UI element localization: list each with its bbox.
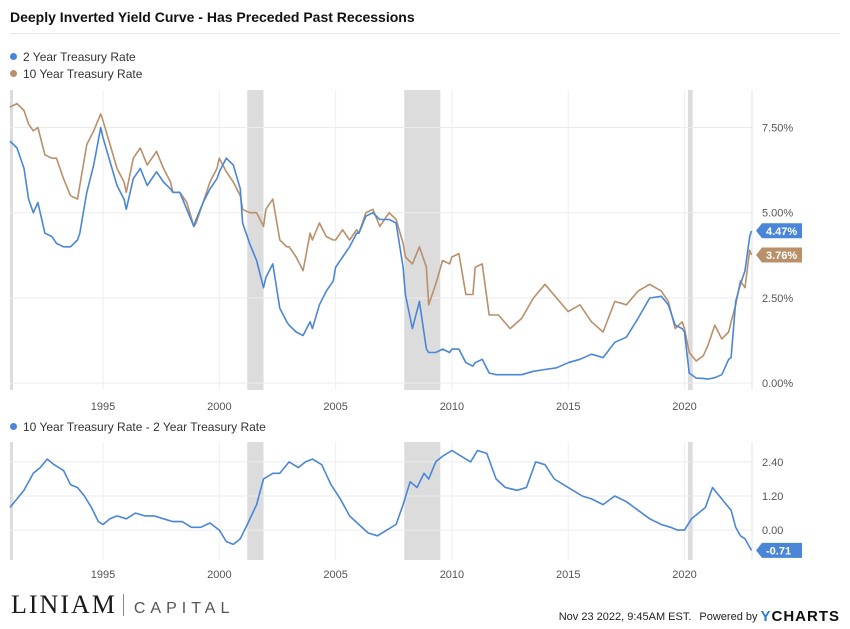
- bottom-xtick-label-2: 2005: [323, 569, 347, 581]
- bottom-xtick-label-5: 2020: [672, 569, 696, 581]
- legend-item-10yr[interactable]: 10 Year Treasury Rate: [10, 65, 142, 82]
- ycharts-logo[interactable]: YCHARTS: [760, 608, 840, 625]
- legend-item-spread[interactable]: 10 Year Treasury Rate - 2 Year Treasury …: [10, 418, 266, 435]
- logo-sub: CAPITAL: [133, 600, 235, 617]
- legend-dot-spread: [10, 423, 17, 430]
- chart-title: Deeply Inverted Yield Curve - Has Preced…: [10, 9, 415, 25]
- legend-top: 2 Year Treasury Rate 10 Year Treasury Ra…: [10, 48, 142, 82]
- bottom-plot-area: [10, 442, 752, 560]
- top-plot-area: [10, 90, 752, 390]
- footer-powered-by: Powered by: [699, 610, 758, 623]
- bottom-xtick-label-3: 2010: [440, 569, 464, 581]
- top-last-value-badge-0: [756, 223, 802, 239]
- top-xtick-label-5: 2020: [672, 401, 696, 413]
- bottom-recession-band-2: [688, 442, 693, 560]
- bottom-recession-band-0: [247, 442, 264, 560]
- title-divider: [10, 33, 840, 34]
- legend-dot-10yr: [10, 70, 17, 77]
- top-ytick-label-0: 0.00%: [762, 378, 793, 390]
- bottom-ytick-label-1: 1.20: [762, 491, 783, 503]
- ycharts-logo-text: CHARTS: [771, 608, 840, 625]
- legend-label-2yr: 2 Year Treasury Rate: [23, 49, 136, 64]
- legend-item-2yr[interactable]: 2 Year Treasury Rate: [10, 48, 142, 65]
- top-ytick-label-2: 5.00%: [762, 208, 793, 220]
- bottom-recession-band-1: [404, 442, 441, 560]
- bottom-ytick-label-0: 0.00: [762, 525, 783, 537]
- bottom-xtick-label-4: 2015: [556, 569, 580, 581]
- bottom-left-edge: [10, 442, 13, 560]
- ycharts-logo-y: Y: [760, 608, 772, 625]
- top-recession-band-1: [404, 90, 441, 390]
- legend-dot-2yr: [10, 53, 17, 60]
- bottom-ytick-label-2: 2.40: [762, 457, 783, 469]
- logo-main: LINIAM: [11, 590, 117, 619]
- top-xtick-label-1: 2000: [207, 401, 231, 413]
- top-ytick-label-3: 7.50%: [762, 123, 793, 135]
- bottom-xtick-label-0: 1995: [91, 569, 115, 581]
- top-ytick-label-1: 2.50%: [762, 293, 793, 305]
- bottom-last-value-badge-0: [756, 542, 802, 558]
- top-last-value-badge-1: [756, 247, 802, 263]
- top-left-edge: [10, 90, 13, 390]
- logo-divider: [122, 594, 124, 616]
- bottom-xtick-label-1: 2000: [207, 569, 231, 581]
- top-recession-band-2: [688, 90, 693, 390]
- top-last-value-label-1: 3.76%: [766, 250, 797, 262]
- top-last-value-label-0: 4.47%: [766, 226, 797, 238]
- legend-bottom: 10 Year Treasury Rate - 2 Year Treasury …: [10, 418, 266, 435]
- top-xtick-label-0: 1995: [91, 401, 115, 413]
- top-xtick-label-3: 2010: [440, 401, 464, 413]
- top-series-line-10-year-treasury-rate[interactable]: [9, 102, 753, 362]
- legend-label-spread: 10 Year Treasury Rate - 2 Year Treasury …: [23, 419, 266, 434]
- bottom-last-value-label-0: -0.71: [766, 545, 791, 557]
- liniam-capital-logo: LINIAM CAPITAL: [11, 590, 234, 620]
- top-xtick-label-4: 2015: [556, 401, 580, 413]
- footer-timestamp: Nov 23 2022, 9:45AM EST.: [558, 610, 692, 623]
- legend-label-10yr: 10 Year Treasury Rate: [23, 66, 143, 81]
- footer-credit: Nov 23 2022, 9:45AM EST. Powered by YCHA…: [559, 608, 840, 625]
- top-xtick-label-2: 2005: [323, 401, 347, 413]
- top-series-line-2-year-treasury-rate[interactable]: [9, 126, 753, 380]
- top-recession-band-0: [247, 90, 264, 390]
- bottom-series-line-10-year-treasury-rate-2-year-treasury-rate[interactable]: [9, 449, 753, 551]
